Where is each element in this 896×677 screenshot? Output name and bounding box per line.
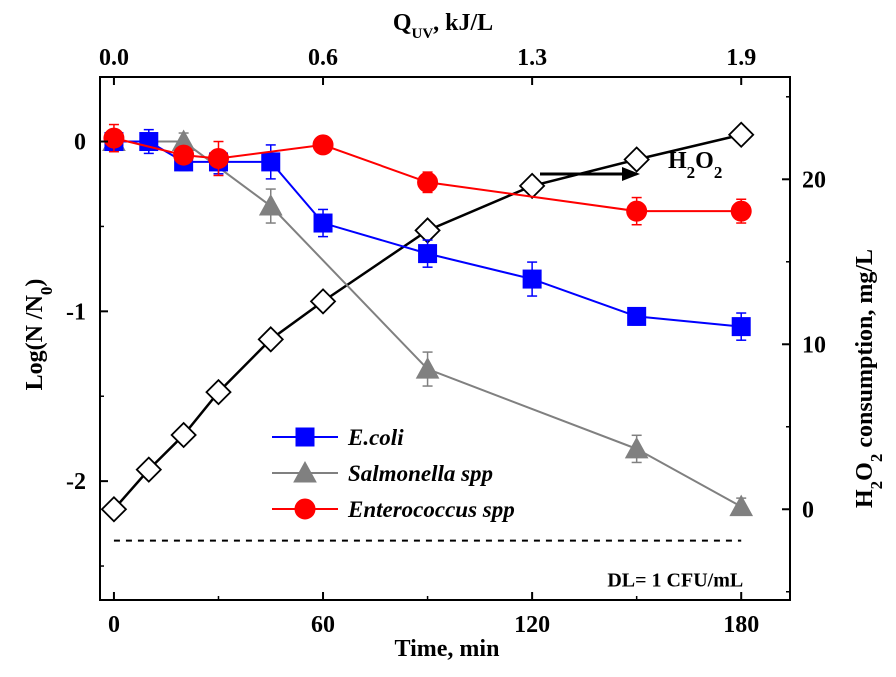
y2-tick-label: 10	[802, 332, 826, 358]
legend: E.coli Salmonella spp Enterococcus spp	[272, 425, 515, 522]
y-tick-label: -1	[66, 299, 86, 325]
data-point	[623, 146, 650, 173]
legend-label: E.coli	[347, 425, 404, 450]
ticks-group: 0 60 120 180 0.0 0.6 1.3 1.9 0 -1 -2 0 10 20	[66, 45, 826, 638]
legend-marker	[294, 498, 316, 520]
data-point	[309, 288, 337, 315]
legend-marker	[293, 460, 317, 483]
y-tick-label: -2	[66, 469, 86, 495]
y2-tick-label: 0	[802, 497, 814, 523]
y-axis-title: Log(N /N0)	[22, 279, 56, 391]
data-point	[257, 326, 285, 353]
x-axis-title: Time, min	[395, 636, 500, 662]
data-point	[418, 244, 438, 264]
top-tick-label: 0.0	[99, 45, 129, 71]
series-line	[113, 140, 742, 508]
data-point	[730, 200, 752, 222]
top-tick-label: 1.9	[726, 45, 756, 71]
series-salmonella-spp	[102, 129, 754, 517]
x-tick-label: 60	[311, 612, 335, 638]
top-tick-label: 0.6	[308, 45, 338, 71]
x-tick-label: 120	[514, 612, 550, 638]
data-point	[103, 127, 125, 149]
top-axis-title: QUV, kJ/L	[393, 10, 493, 42]
y-tick-label: 0	[74, 130, 86, 156]
data-point	[415, 357, 440, 379]
data-point	[522, 269, 542, 289]
data-point	[417, 171, 439, 193]
top-tick-label: 1.3	[517, 45, 547, 71]
x-tick-label: 0	[108, 612, 120, 638]
series-enterococcus-spp	[103, 123, 752, 226]
series-group	[100, 121, 755, 523]
h2o2-annotation: H2O2	[668, 148, 722, 182]
data-point	[135, 456, 163, 483]
data-point	[207, 148, 229, 170]
data-point	[626, 200, 648, 222]
data-point	[258, 194, 283, 216]
axis-titles: Time, min QUV, kJ/L Log(N /N0) H2O2 consump…	[22, 10, 886, 662]
data-point	[205, 378, 232, 406]
data-point	[414, 217, 441, 244]
legend-label: Enterococcus spp	[347, 497, 515, 522]
data-point	[100, 495, 128, 523]
data-point	[729, 494, 754, 517]
data-point	[173, 144, 195, 166]
detection-limit-group: DL= 1 CFU/mL	[113, 539, 743, 592]
series-h2o2	[100, 121, 755, 523]
detection-limit-label: DL= 1 CFU/mL	[607, 570, 743, 592]
y2-tick-label: 20	[802, 167, 826, 193]
plot-frame	[99, 76, 791, 601]
x-tick-label: 180	[723, 612, 759, 638]
data-point	[731, 317, 751, 337]
data-point	[313, 213, 333, 233]
legend-label: Salmonella spp	[348, 461, 493, 486]
data-point	[170, 421, 197, 449]
data-point	[312, 134, 334, 156]
arrow-head	[622, 167, 640, 181]
data-point	[624, 436, 649, 459]
y2-axis-title: H2O2 consumption, mg/L	[852, 249, 886, 508]
data-point	[261, 152, 281, 172]
plot-border	[99, 76, 791, 601]
data-point	[518, 172, 546, 200]
legend-marker	[295, 427, 315, 447]
data-point	[727, 121, 755, 149]
data-point	[627, 306, 647, 326]
